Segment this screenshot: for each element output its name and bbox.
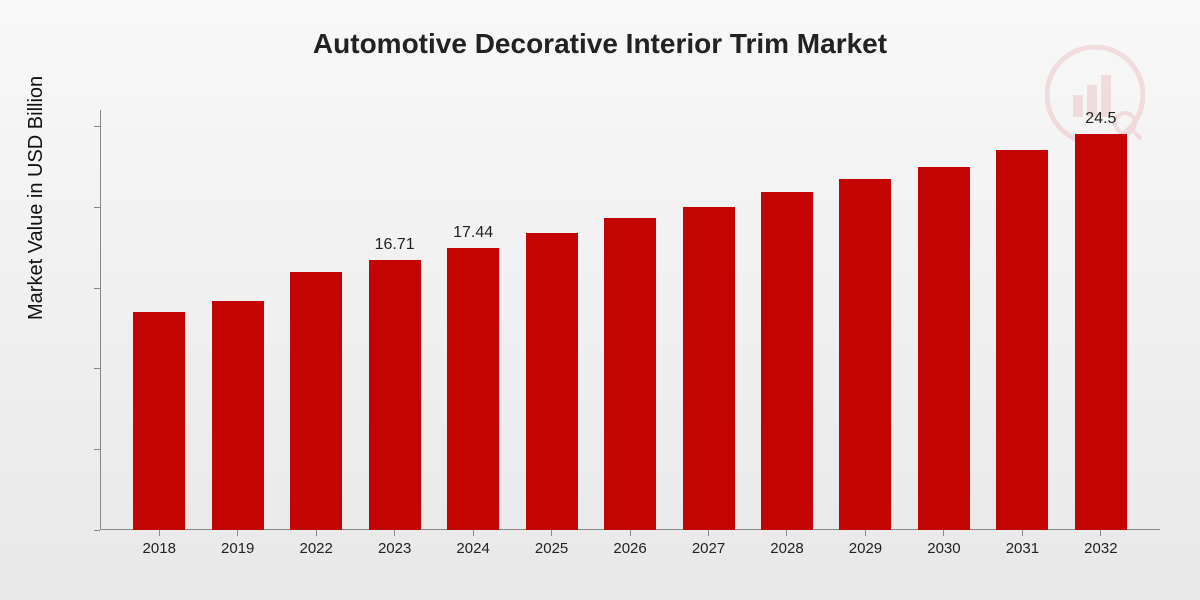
x-tick-line [865,530,866,536]
bar-value-label: 17.44 [453,224,493,242]
x-tick-slot: 2022 [277,530,355,557]
x-tick-line [786,530,787,536]
x-tick-slot: 2026 [591,530,669,557]
bar-slot [826,179,904,530]
x-tick-label: 2025 [535,540,568,557]
bar-slot [905,167,983,530]
x-tick-line [708,530,709,536]
bar-slot: 17.44 [434,248,512,530]
x-tick-slot: 2028 [748,530,826,557]
x-tick-slot: 2025 [512,530,590,557]
bar [839,179,891,530]
x-tick-label: 2022 [299,540,332,557]
x-tick-label: 2031 [1006,540,1039,557]
x-tick-line [630,530,631,536]
bar [290,272,342,530]
x-tick-label: 2024 [456,540,489,557]
bar-slot [277,272,355,530]
x-tick-label: 2019 [221,540,254,557]
x-tick-line [943,530,944,536]
x-tick-line [1100,530,1101,536]
bar-slot [669,207,747,530]
x-tick-line [394,530,395,536]
bar [604,218,656,530]
bar [526,233,578,530]
bar [683,207,735,530]
bars-container: 16.7117.4424.5 [100,110,1160,530]
bar-slot [512,233,590,530]
x-tick-label: 2030 [927,540,960,557]
x-tick-label: 2027 [692,540,725,557]
bar-slot [748,192,826,530]
x-tick-line [1022,530,1023,536]
x-tick-slot: 2027 [669,530,747,557]
chart-title: Automotive Decorative Interior Trim Mark… [0,0,1200,60]
x-tick-label: 2023 [378,540,411,557]
x-tick-slot: 2029 [826,530,904,557]
bar-slot [120,312,198,530]
bar [996,150,1048,530]
bar [369,260,421,530]
bar [761,192,813,530]
bar-slot: 16.71 [355,260,433,530]
x-tick-label: 2029 [849,540,882,557]
x-tick-line [551,530,552,536]
bar [1075,134,1127,530]
y-axis-label: Market Value in USD Billion [25,76,48,320]
chart-area: 16.7117.4424.5 2018201920222023202420252… [100,110,1160,530]
bar-value-label: 16.71 [375,236,415,254]
x-tick-line [159,530,160,536]
bar [918,167,970,530]
bar-slot [591,218,669,530]
x-tick-label: 2026 [613,540,646,557]
bar-value-label: 24.5 [1085,110,1116,128]
x-tick-line [316,530,317,536]
x-tick-label: 2028 [770,540,803,557]
x-tick-label: 2032 [1084,540,1117,557]
x-tick-slot: 2019 [198,530,276,557]
x-tick-slot: 2024 [434,530,512,557]
bar-slot: 24.5 [1062,134,1140,530]
x-tick-slot: 2018 [120,530,198,557]
bar-slot [983,150,1061,530]
bar [447,248,499,530]
x-tick-slot: 2031 [983,530,1061,557]
bar [212,301,264,530]
x-tick-label: 2018 [143,540,176,557]
x-tick-line [473,530,474,536]
x-tick-line [237,530,238,536]
x-tick-slot: 2032 [1062,530,1140,557]
bar-slot [198,301,276,530]
x-tick-slot: 2030 [905,530,983,557]
x-tick-slot: 2023 [355,530,433,557]
bar [133,312,185,530]
x-ticks-container: 2018 2019 2022 2023 2024 2025 2026 2027 2028 2029… [100,530,1160,557]
